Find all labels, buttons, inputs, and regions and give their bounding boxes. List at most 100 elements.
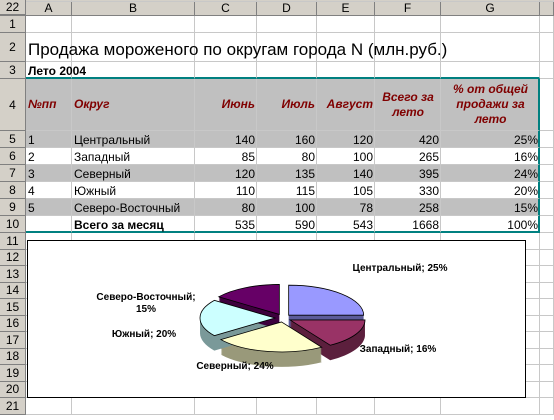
table-cell: 330 [418, 184, 439, 198]
column-heading: % от общей продажи за лето [452, 82, 529, 126]
cell [317, 79, 375, 131]
table-cell: 16% [513, 150, 538, 164]
cell [72, 398, 195, 415]
table-cell: 258 [418, 201, 439, 215]
cell [375, 62, 441, 79]
cell [72, 62, 195, 79]
cell [26, 131, 72, 148]
table-cell: 110 [235, 184, 255, 198]
row-header: 4 [0, 79, 26, 131]
total-cell: 100% [507, 218, 538, 232]
cell [317, 398, 375, 415]
row-header: 9 [0, 199, 26, 216]
cell [195, 33, 257, 62]
cell [257, 16, 317, 33]
pie-slice [219, 321, 323, 353]
cell [441, 16, 540, 33]
cell [375, 0, 441, 2]
table-cell: 80 [301, 150, 315, 164]
table-cell: 115 [295, 184, 315, 198]
cell [26, 0, 72, 2]
table-cell: 100 [294, 201, 315, 215]
cell [26, 165, 72, 182]
pie-slice [217, 284, 280, 315]
cell [26, 199, 72, 216]
cell [26, 216, 72, 233]
row-header: 22 [0, 0, 26, 15]
row-header: 18 [0, 348, 26, 365]
cell [195, 62, 257, 79]
table-cell: 105 [352, 184, 373, 198]
cell [72, 131, 195, 148]
cell [375, 16, 441, 33]
table-cell: 85 [241, 150, 255, 164]
cell [26, 398, 72, 415]
data-label: Западный; 16% [359, 344, 437, 355]
data-label: Центральный; 25% [352, 263, 448, 274]
table-cell: 3 [28, 167, 35, 181]
table-cell: 78 [359, 201, 373, 215]
cell [26, 79, 72, 131]
cell [195, 199, 257, 216]
cell [72, 165, 195, 182]
cell [317, 16, 375, 33]
cell [26, 16, 72, 33]
cell [195, 131, 257, 148]
cell [441, 199, 540, 216]
cell [375, 216, 441, 233]
cell [375, 199, 441, 216]
table-cell: 4 [28, 184, 35, 198]
subtitle: Лето 2004 [28, 64, 87, 78]
cell [26, 62, 72, 79]
table-cell: 120 [352, 133, 373, 147]
cell [441, 165, 540, 182]
table-cell: Центральный [74, 133, 151, 147]
cell [317, 148, 375, 165]
row-header: 3 [0, 62, 26, 79]
cell [441, 398, 540, 415]
column-heading: №пп [28, 97, 57, 111]
column-header: B [72, 0, 195, 16]
cell [195, 216, 257, 233]
cell [441, 216, 540, 233]
total-cell: Всего за месяц [74, 218, 164, 232]
cell [195, 165, 257, 182]
row-header: 12 [0, 249, 26, 266]
cell [441, 33, 540, 62]
row-header: 11 [0, 233, 26, 250]
cell [441, 0, 540, 2]
cell [317, 199, 375, 216]
cell [72, 216, 195, 233]
row-header: 13 [0, 266, 26, 283]
cell [375, 398, 441, 415]
column-heading: Июль [281, 97, 315, 111]
row-header: 10 [0, 216, 26, 233]
cell [195, 182, 257, 199]
cell [257, 79, 317, 131]
cell [72, 182, 195, 199]
cell [441, 182, 540, 199]
cell [257, 131, 317, 148]
column-header: D [257, 0, 317, 16]
table-cell: 20% [513, 184, 538, 198]
row-header: 5 [0, 131, 26, 148]
cell [441, 62, 540, 79]
row-header: 7 [0, 165, 26, 182]
cell [26, 148, 72, 165]
row-header: 8 [0, 182, 26, 199]
row-header: 14 [0, 282, 26, 299]
data-label: Южный; 20% [111, 329, 177, 340]
cell [317, 216, 375, 233]
cell [72, 199, 195, 216]
row-header: 17 [0, 332, 26, 349]
table-cell: 395 [418, 167, 439, 181]
cell [375, 79, 441, 131]
table-cell: 135 [294, 167, 315, 181]
table-cell: 80 [241, 201, 255, 215]
cell [375, 165, 441, 182]
cell [317, 62, 375, 79]
data-label: Северный; 24% [196, 361, 274, 372]
column-heading: Июнь [221, 97, 255, 111]
